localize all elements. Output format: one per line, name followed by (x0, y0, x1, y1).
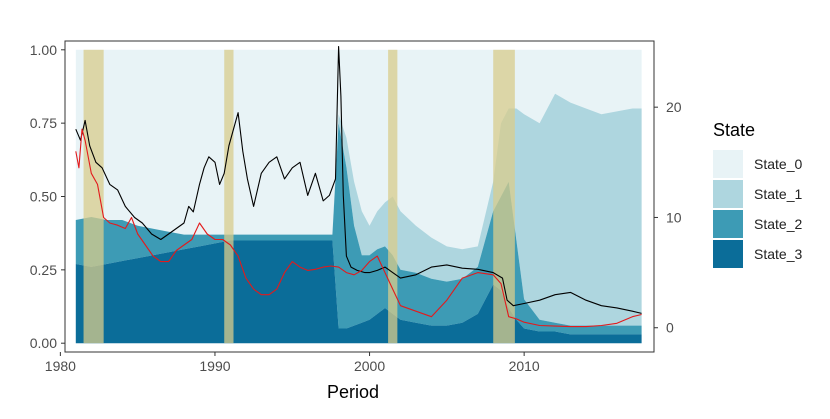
y-right-tick-label-2: 20 (666, 99, 682, 115)
state-areas (75, 49, 642, 344)
recession-band-2 (388, 49, 398, 344)
legend-title: State (713, 120, 755, 140)
series-line-0 (75, 45, 642, 314)
legend-key-3 (713, 240, 743, 268)
legend: State State_0 State_1 State_2 State_3 (713, 120, 802, 268)
x-tick-label-0: 1980 (45, 358, 76, 374)
legend-key-1 (713, 180, 743, 208)
recession-band-1 (224, 49, 234, 344)
recession-band-3 (493, 49, 515, 344)
legend-label-0: State_0 (754, 156, 802, 172)
series-lines (75, 45, 642, 328)
y-right-tick-label-0: 0 (666, 320, 674, 336)
legend-label-2: State_2 (754, 216, 802, 232)
x-tick-label-3: 2010 (509, 358, 540, 374)
y-tick-label-1: 0.25 (30, 262, 57, 278)
y-tick-label-3: 0.75 (30, 115, 57, 131)
y-tick-label-0: 0.00 (30, 335, 57, 351)
y-tick-label-2: 0.50 (30, 189, 57, 205)
y-tick-label-4: 1.00 (30, 42, 57, 58)
legend-label-3: State_3 (754, 246, 802, 262)
x-tick-label-2: 2000 (354, 358, 385, 374)
series-line-1 (75, 128, 642, 328)
x-tick-label-1: 1990 (199, 358, 230, 374)
legend-label-1: State_1 (754, 186, 802, 202)
legend-key-0 (713, 150, 743, 178)
recession-band-0 (83, 49, 104, 344)
x-axis-title: Period (327, 382, 379, 402)
y-right-tick-label-1: 10 (666, 209, 682, 225)
recession-bands (83, 49, 515, 344)
axes: 1980 1990 2000 2010 0.00 0.25 0.50 0.75 1.00 0 10 2… (30, 42, 682, 374)
legend-key-2 (713, 210, 743, 238)
